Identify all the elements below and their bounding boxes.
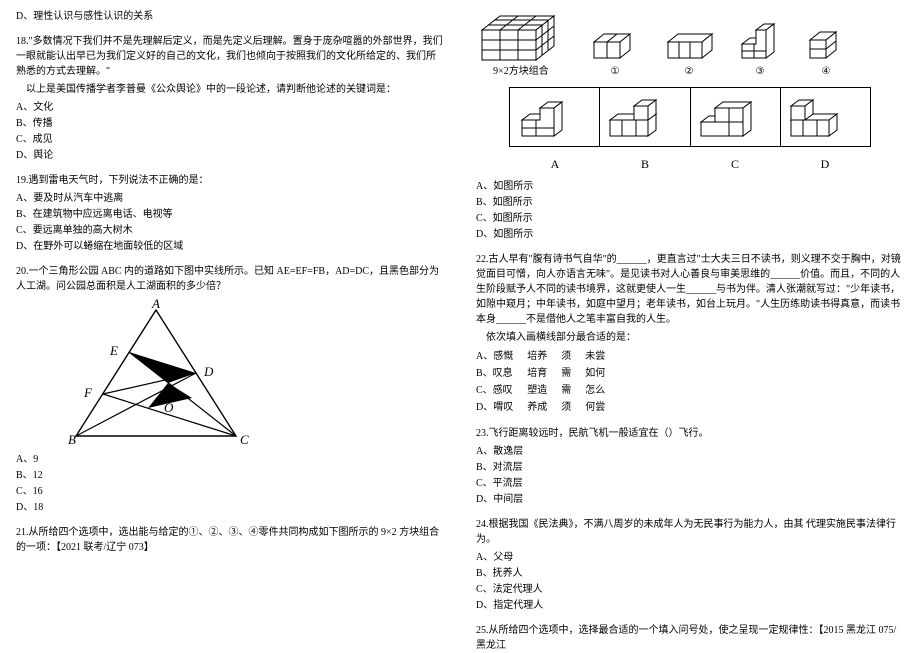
q18-text: 18."多数情况下我们并不是先理解后定义，而是先定义后理解。置身于庞杂喧嚣的外部… <box>16 34 444 79</box>
q19-opt-b[interactable]: B、在建筑物中应远离电话、电视等 <box>16 207 444 222</box>
piece-4-label: ④ <box>806 64 846 79</box>
ans-c-shape <box>695 92 765 142</box>
piece-2-label: ② <box>664 64 714 79</box>
q25-text: 25.从所给四个选项中，选择最合适的一个填入问号处，使之呈现一定规律性：【201… <box>476 623 904 653</box>
q21-pieces-row: 9×2方块组合 ① <box>476 12 904 79</box>
q17-opt-d[interactable]: D、理性认识与感性认识的关系 <box>16 9 444 24</box>
q19-opt-c[interactable]: C、要远离单独的高大树木 <box>16 223 444 238</box>
q18-sub: 以上是美国传播学者李普曼《公众舆论》中的一段论述，请判断他论述的关键词是： <box>16 82 444 97</box>
q19-text: 19.遇到雷电天气时，下列说法不正确的是： <box>16 173 444 188</box>
q18-opt-d[interactable]: D、舆论 <box>16 148 444 163</box>
svg-text:E: E <box>109 343 118 358</box>
q20-opt-a[interactable]: A、9 <box>16 452 444 467</box>
q23-opt-c[interactable]: C、平流层 <box>476 476 904 491</box>
q20-text: 20.一个三角形公园 ABC 内的道路如下图中实线所示。已知 AE=EF=FB，… <box>16 264 444 294</box>
q22-text2: 依次填入画横线部分最合适的是： <box>476 330 904 345</box>
svg-text:B: B <box>68 432 76 447</box>
ans-a-label[interactable]: A <box>510 155 600 173</box>
q20-opt-c[interactable]: C、16 <box>16 484 444 499</box>
q18-opt-a[interactable]: A、文化 <box>16 100 444 115</box>
q24-opt-a[interactable]: A、父母 <box>476 550 904 565</box>
q23-opt-d[interactable]: D、中间层 <box>476 492 904 507</box>
q20-opt-b[interactable]: B、12 <box>16 468 444 483</box>
q23-opt-b[interactable]: B、对流层 <box>476 460 904 475</box>
piece-1-label: ① <box>590 64 640 79</box>
ans-a-shape <box>514 92 584 142</box>
q24-opt-d[interactable]: D、指定代理人 <box>476 598 904 613</box>
q22-options-table: A、感慨培养须未尝 B、叹息培育需如何 C、感叹塑造需怎么 D、喟叹养成须何尝 <box>476 348 619 416</box>
q22-opt-c[interactable]: C、感叹塑造需怎么 <box>476 382 619 399</box>
q18-opt-c[interactable]: C、成见 <box>16 132 444 147</box>
q21-answer-letters: A B C D <box>510 155 870 173</box>
q22-opt-b[interactable]: B、叹息培育需如何 <box>476 365 619 382</box>
ans-b-label[interactable]: B <box>600 155 690 173</box>
piece-3-label: ③ <box>738 64 782 79</box>
q21-opt-a[interactable]: A、如图所示 <box>476 179 904 194</box>
svg-text:F: F <box>83 385 93 400</box>
q21-opt-c[interactable]: C、如图所示 <box>476 211 904 226</box>
svg-text:C: C <box>240 432 249 447</box>
q23-opt-a[interactable]: A、散逸层 <box>476 444 904 459</box>
q18-opt-b[interactable]: B、传播 <box>16 116 444 131</box>
q22-opt-d[interactable]: D、喟叹养成须何尝 <box>476 399 619 416</box>
svg-text:A: A <box>151 298 160 311</box>
ans-d-shape <box>785 92 855 142</box>
block-caption: 9×2方块组合 <box>476 64 566 79</box>
block-9x2 <box>476 12 566 62</box>
q22-text1: 22.古人早有"腹有诗书气自华"的______，更直言过"士大夫三日不读书，则义… <box>476 252 904 327</box>
piece-2 <box>664 22 714 62</box>
ans-b-shape <box>604 92 674 142</box>
q24-opt-c[interactable]: C、法定代理人 <box>476 582 904 597</box>
q20-triangle-diagram: A E D F O B C <box>56 298 256 448</box>
q23-text: 23.飞行距离较远时，民航飞机一般适宜在（）飞行。 <box>476 426 904 441</box>
q19-opt-d[interactable]: D、在野外可以蜷缩在地面较低的区域 <box>16 239 444 254</box>
q24-opt-b[interactable]: B、抚养人 <box>476 566 904 581</box>
q21-opt-b[interactable]: B、如图所示 <box>476 195 904 210</box>
piece-3 <box>738 22 782 62</box>
q21-opt-d[interactable]: D、如图所示 <box>476 227 904 242</box>
q22-opt-a[interactable]: A、感慨培养须未尝 <box>476 348 619 365</box>
svg-text:O: O <box>164 400 174 415</box>
q24-text: 24.根据我国《民法典》，不满八周岁的未成年人为无民事行为能力人，由其 代理实施… <box>476 517 904 547</box>
svg-text:D: D <box>203 364 214 379</box>
q19-opt-a[interactable]: A、要及时从汽车中逃离 <box>16 191 444 206</box>
q21-text: 21.从所给四个选项中，选出能与给定的①、②、③、④零件共同构成如下图所示的 9… <box>16 525 444 555</box>
ans-c-label[interactable]: C <box>690 155 780 173</box>
ans-d-label[interactable]: D <box>780 155 870 173</box>
piece-4 <box>806 22 846 62</box>
q20-opt-d[interactable]: D、18 <box>16 500 444 515</box>
q21-answer-box <box>509 87 871 147</box>
piece-1 <box>590 22 640 62</box>
